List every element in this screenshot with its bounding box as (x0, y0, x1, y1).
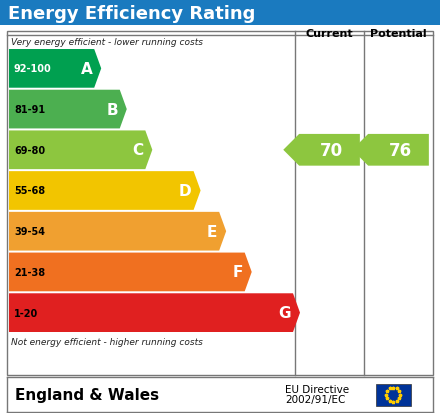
Polygon shape (9, 172, 201, 210)
Polygon shape (9, 212, 226, 251)
Text: 81-91: 81-91 (14, 105, 45, 115)
Text: Not energy efficient - higher running costs: Not energy efficient - higher running co… (11, 337, 203, 346)
Text: 92-100: 92-100 (14, 64, 52, 74)
Text: Very energy efficient - lower running costs: Very energy efficient - lower running co… (11, 38, 203, 47)
Polygon shape (283, 135, 360, 166)
Text: C: C (132, 143, 143, 158)
Text: Energy Efficiency Rating: Energy Efficiency Rating (8, 5, 255, 22)
Text: 1-20: 1-20 (14, 308, 38, 318)
Text: 70: 70 (320, 141, 343, 159)
Text: Current: Current (306, 29, 353, 39)
Bar (375, 384, 411, 406)
Text: EU Directive: EU Directive (285, 385, 349, 394)
Text: 55-68: 55-68 (14, 186, 45, 196)
Text: F: F (232, 265, 243, 280)
Text: 21-38: 21-38 (14, 267, 45, 277)
Text: Potential: Potential (370, 29, 427, 39)
Polygon shape (9, 50, 101, 88)
Text: England & Wales: England & Wales (15, 387, 159, 402)
Text: D: D (179, 183, 191, 199)
Polygon shape (352, 135, 429, 166)
Text: B: B (106, 102, 118, 117)
Text: 76: 76 (389, 141, 412, 159)
Text: 69-80: 69-80 (14, 145, 45, 155)
Text: G: G (279, 305, 291, 320)
Polygon shape (9, 253, 252, 292)
Bar (0, 1, 440, 26)
Polygon shape (9, 131, 152, 170)
Text: 39-54: 39-54 (14, 227, 45, 237)
Text: 2002/91/EC: 2002/91/EC (285, 394, 345, 404)
Text: E: E (207, 224, 217, 239)
Text: A: A (81, 62, 92, 77)
Polygon shape (9, 90, 127, 129)
Bar (7, 32, 433, 375)
Polygon shape (9, 294, 300, 332)
